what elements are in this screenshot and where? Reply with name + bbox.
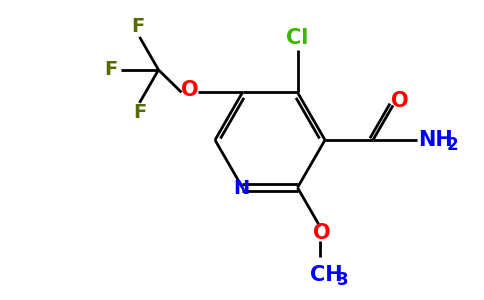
Text: CH: CH bbox=[310, 265, 342, 285]
Text: F: F bbox=[133, 103, 146, 122]
Text: 3: 3 bbox=[337, 271, 349, 289]
Text: 2: 2 bbox=[446, 136, 458, 154]
Text: N: N bbox=[233, 179, 250, 198]
Text: F: F bbox=[131, 17, 144, 37]
Text: NH: NH bbox=[418, 130, 453, 150]
Text: O: O bbox=[181, 80, 198, 100]
Text: F: F bbox=[104, 60, 117, 80]
Text: O: O bbox=[313, 223, 331, 243]
Text: O: O bbox=[391, 92, 409, 111]
Text: Cl: Cl bbox=[287, 28, 309, 48]
